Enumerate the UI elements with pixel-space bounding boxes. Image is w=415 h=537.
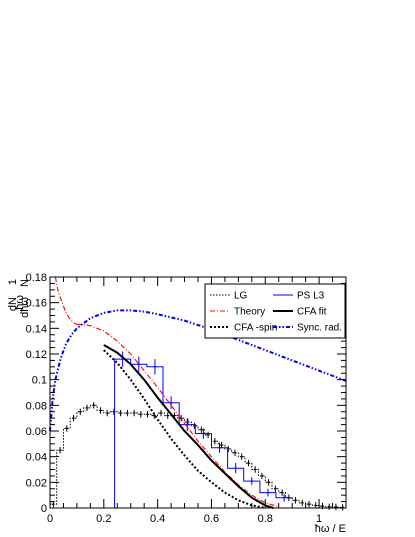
line-theory-low [54,276,78,325]
x-tick-label: 0.4 [150,513,165,525]
y-tick-label: 0.16 [26,298,47,310]
legend-label: CFA -spin [234,323,277,334]
line-cfa-spin [103,349,266,509]
legend: LG PS L3 Theory CFA fit CFA -spin Sync. rad. [204,283,346,339]
y-tick-label: 0.06 [26,426,47,438]
y-title-prefix: ħω [14,295,26,310]
y-tick-label: 0 [41,503,47,515]
line-sync-rad [49,309,347,432]
legend-label: PS L3 [297,291,325,302]
y-title-n: N [19,279,31,287]
legend-label: Theory [234,307,265,318]
line-cfa-fit [103,344,274,509]
x-tick-label: 0 [47,513,53,525]
line-theory [76,323,279,508]
histogram-ps-l3 [114,358,293,508]
y-tick-label: 0.08 [26,400,47,412]
y-title-one: 1 [7,279,19,285]
y-title-num: dN [7,297,19,311]
axes-layer: 0 0.2 0.4 0.6 0.8 1 0 0.02 0.04 0.06 0.08 0.1 0.12 0.… [26,272,347,525]
legend-label: CFA fit [297,307,327,318]
x-tick-label: 0.2 [96,513,111,525]
y-tick-label: 0.1 [32,375,47,387]
y-tick-label: 0.04 [26,452,47,464]
series-layer [49,276,347,511]
y-tick-label: 0.18 [26,272,47,284]
x-tick-label: 0.8 [258,513,273,525]
y-tick-label: 0.14 [26,323,47,335]
legend-label: Sync. rad. [297,323,342,334]
x-axis-title: ħω / E [315,523,346,535]
y-title-den: dħω [19,297,31,318]
y-tick-label: 0.02 [26,477,47,489]
y-tick-label: 0.12 [26,349,47,361]
histogram-lg [50,404,346,508]
legend-label: LG [234,291,248,302]
x-tick-label: 1 [316,513,322,525]
x-tick-label: 0.6 [204,513,219,525]
